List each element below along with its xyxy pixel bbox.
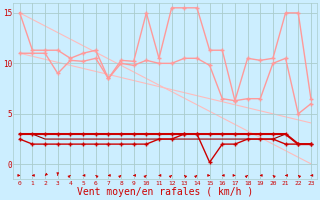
X-axis label: Vent moyen/en rafales ( km/h ): Vent moyen/en rafales ( km/h ) xyxy=(77,187,253,197)
